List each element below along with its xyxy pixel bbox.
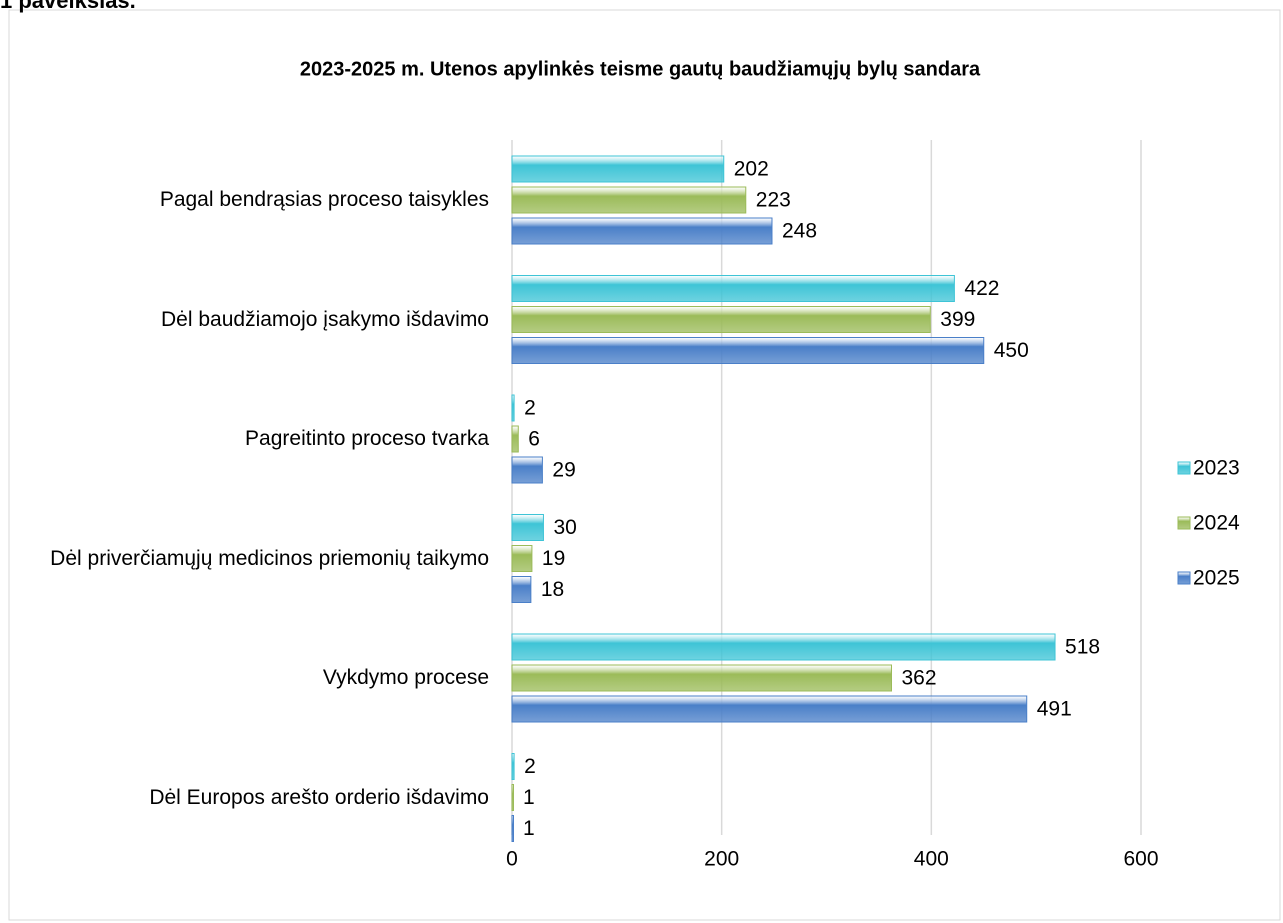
data-label: 6 (528, 428, 540, 451)
bar (511, 514, 544, 541)
data-label: 19 (542, 547, 565, 570)
bar (511, 695, 1028, 723)
y-tick-label: Dėl priverčiamųjų medicinos priemonių ta… (50, 546, 489, 570)
data-label: 29 (552, 459, 575, 482)
x-tick-label: 0 (506, 848, 518, 871)
legend-label: 2025 (1193, 567, 1240, 590)
y-tick-label: Dėl Europos arešto orderio išdavimo (149, 785, 489, 809)
legend-label: 2023 (1193, 457, 1240, 480)
bar (511, 576, 532, 603)
data-label: 1 (523, 786, 535, 809)
data-label: 2 (524, 397, 536, 420)
data-label: 1 (523, 817, 535, 840)
bar (511, 186, 747, 214)
bar (511, 633, 1056, 661)
x-tick-label: 200 (704, 848, 739, 871)
data-label: 422 (964, 277, 999, 300)
caption: 1 paveikslas. (0, 0, 136, 13)
legend-swatch (1177, 571, 1191, 585)
bar (511, 784, 514, 811)
bar (511, 425, 519, 453)
y-tick-label: Pagal bendrąsias proceso taisykles (159, 188, 489, 211)
data-label: 399 (940, 308, 975, 331)
bar (511, 545, 533, 572)
legend-swatch (1177, 461, 1191, 475)
bar (511, 815, 514, 842)
bar (511, 394, 515, 422)
bar (511, 217, 773, 245)
data-label: 30 (553, 516, 576, 539)
data-label: 248 (782, 220, 817, 243)
data-label: 18 (541, 578, 564, 601)
data-label: 491 (1037, 698, 1072, 721)
y-tick-label: Vykdymo procese (322, 666, 489, 689)
bar (511, 456, 543, 484)
y-tick-label: Pagreitinto proceso tvarka (245, 427, 489, 450)
chart-border (8, 9, 1281, 921)
bar (511, 155, 725, 183)
data-label: 450 (994, 339, 1029, 362)
data-label: 518 (1065, 636, 1100, 659)
legend-swatch (1177, 516, 1191, 530)
data-label: 362 (901, 667, 936, 690)
data-label: 2 (524, 755, 536, 778)
x-tick-label: 600 (1123, 848, 1158, 871)
data-label: 223 (756, 189, 791, 212)
legend-label: 2024 (1193, 512, 1240, 535)
chart-title: 2023-2025 m. Utenos apylinkės teisme gau… (300, 58, 981, 80)
bar (511, 664, 892, 692)
bar (511, 337, 985, 364)
y-tick-label: Dėl baudžiamojo įsakymo išdavimo (161, 307, 489, 331)
bar (511, 306, 931, 333)
bar (511, 753, 515, 780)
bar (511, 275, 955, 302)
data-label: 202 (734, 158, 769, 181)
x-tick-label: 400 (914, 848, 949, 871)
